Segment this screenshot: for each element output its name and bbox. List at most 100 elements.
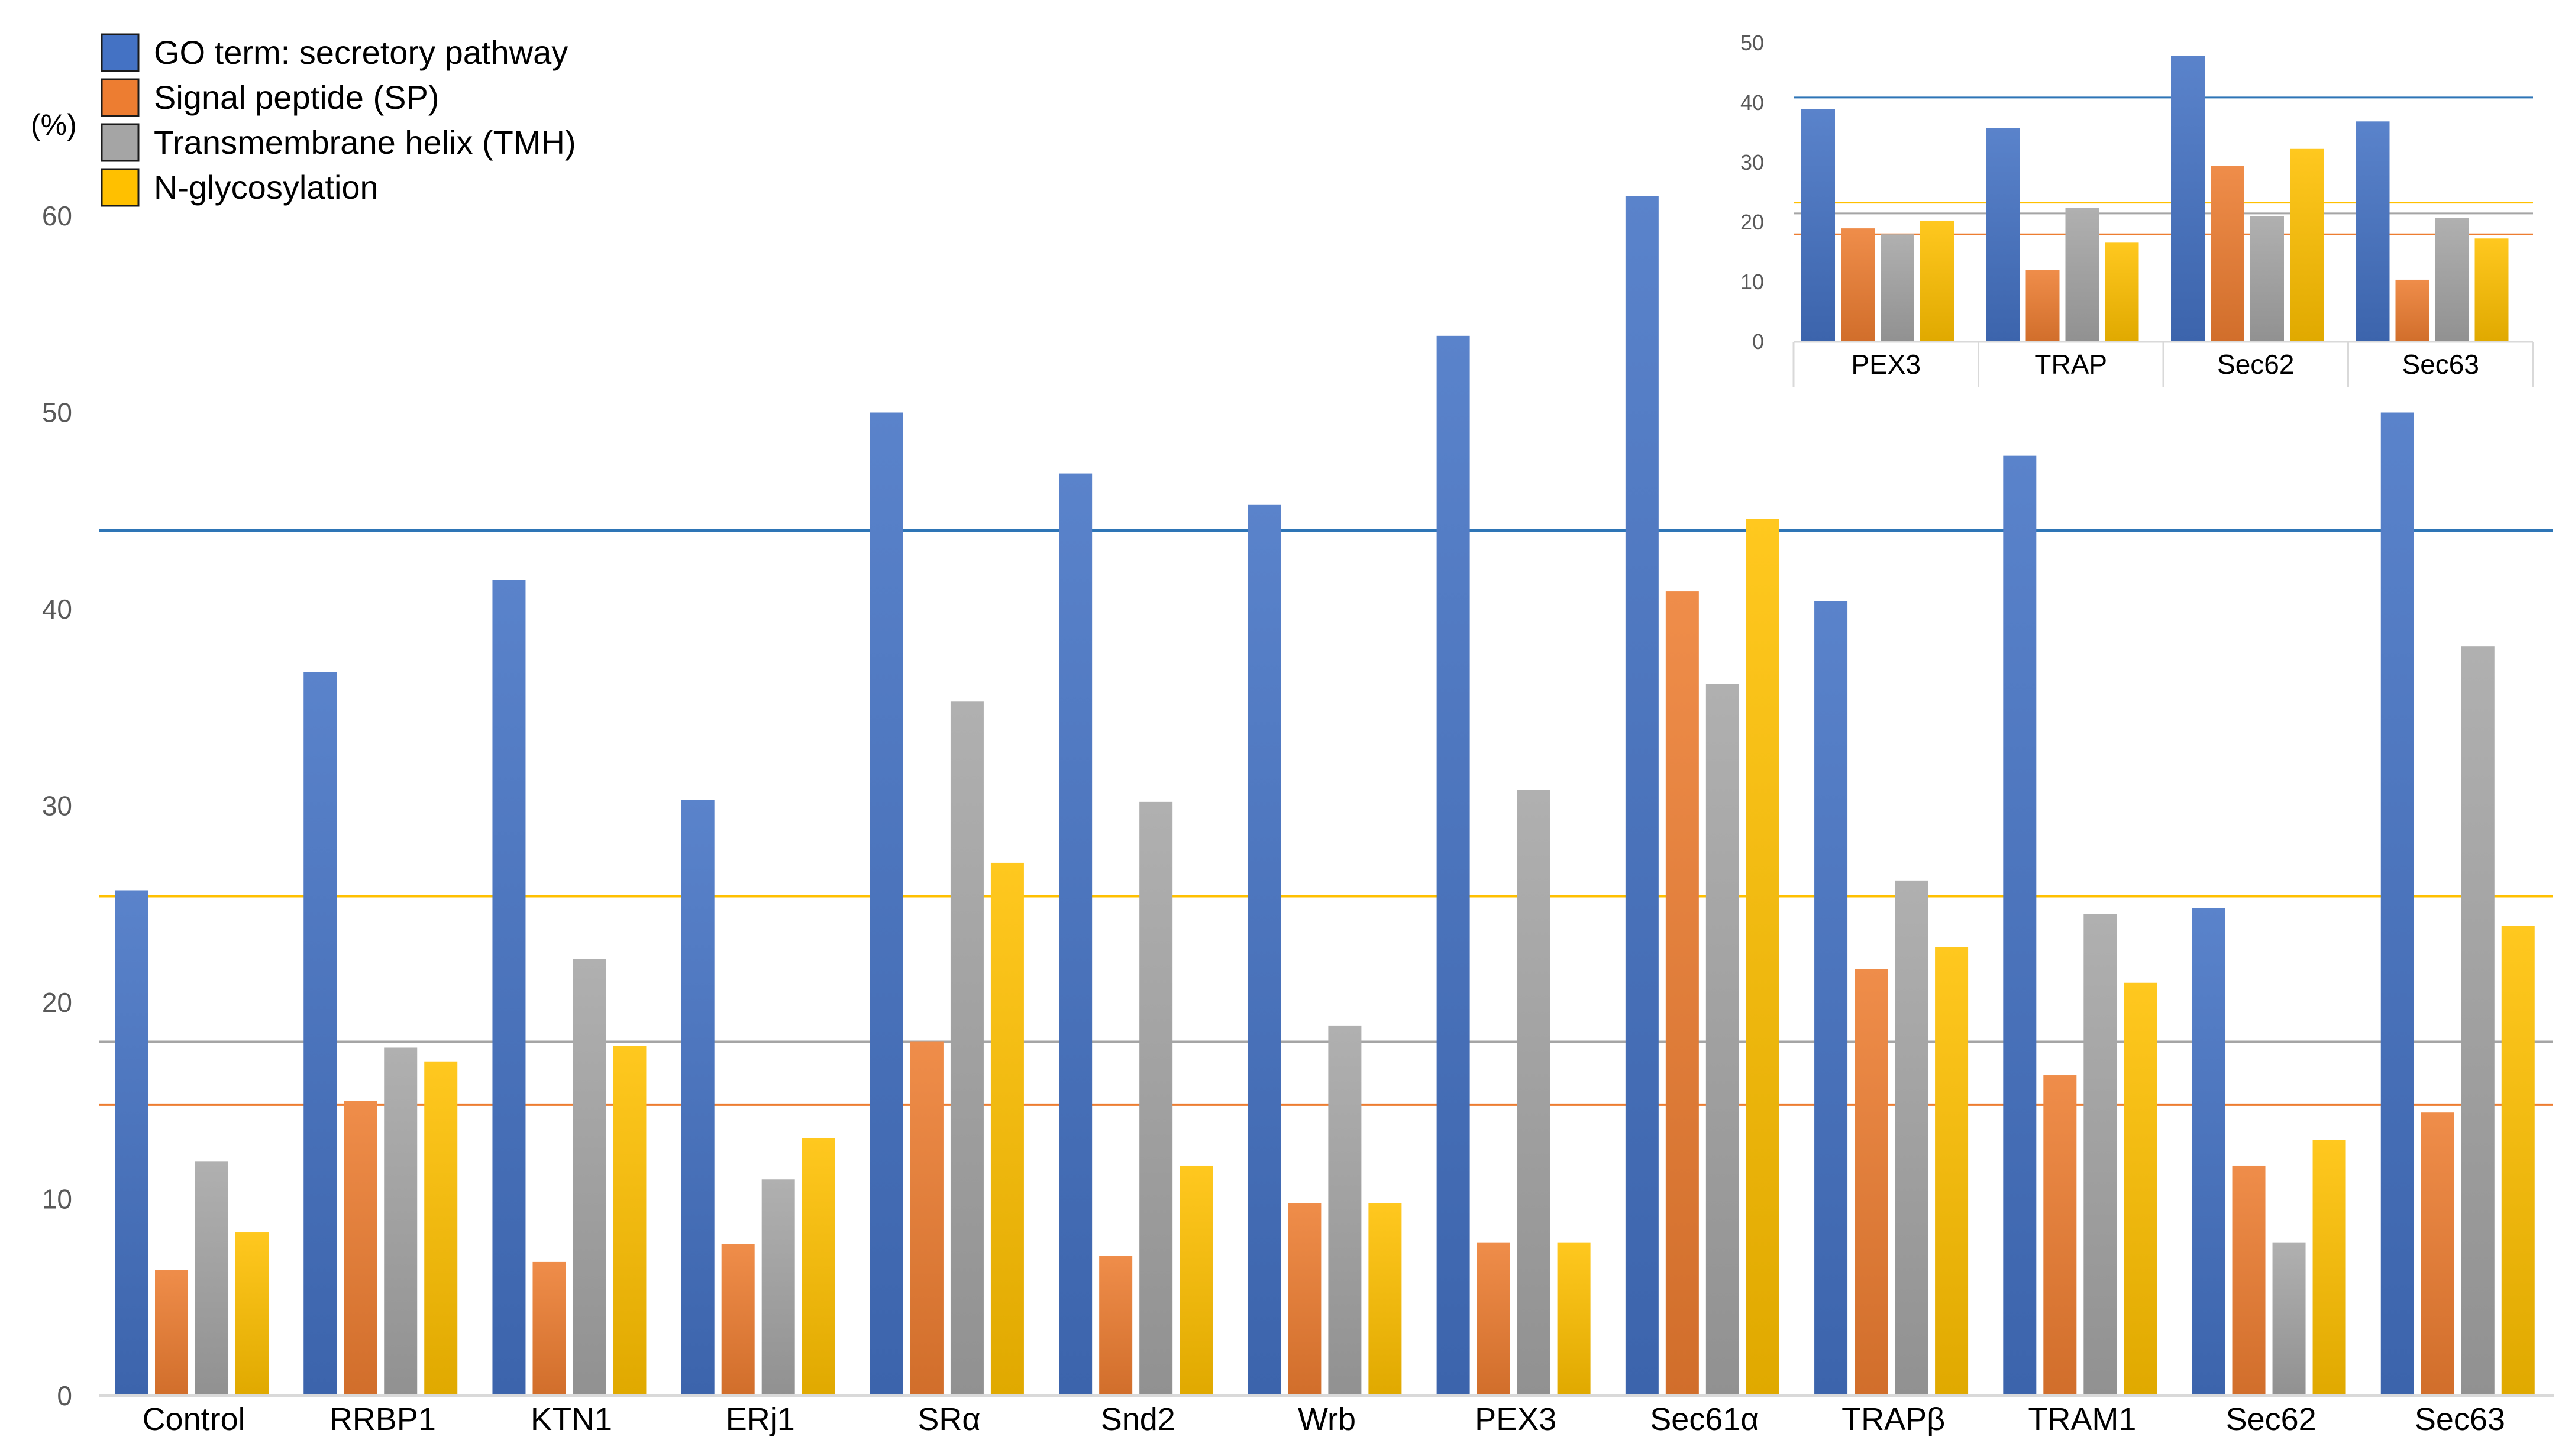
main-category-label: Control xyxy=(143,1402,245,1437)
main-bar-go-term-secretory-pathway-rrbp1 xyxy=(303,672,337,1396)
y-axis-unit-label: (%) xyxy=(31,108,77,141)
main-reference-lines xyxy=(99,529,2553,1106)
main-bar-signal-peptide-sp-ktn1 xyxy=(532,1261,566,1396)
main-y-tick-label: 0 xyxy=(57,1380,72,1411)
inset-y-tick-label: 10 xyxy=(1740,270,1764,294)
main-bar-transmembrane-helix-tmh-sr xyxy=(950,701,984,1396)
main-bar-n-glycosylation-control xyxy=(235,1232,269,1396)
main-y-tick-label: 60 xyxy=(42,200,72,231)
main-bar-n-glycosylation-sec62 xyxy=(2312,1140,2346,1396)
main-bar-signal-peptide-sp-control xyxy=(155,1270,188,1396)
inset-category-label: Sec63 xyxy=(2402,349,2479,380)
main-category-label: SRα xyxy=(917,1402,980,1437)
legend-swatch-n-glycosylation xyxy=(101,168,140,207)
main-bar-go-term-secretory-pathway-pex3 xyxy=(1436,335,1470,1396)
main-y-tick-label: 50 xyxy=(42,397,72,428)
main-bar-go-term-secretory-pathway-control xyxy=(115,890,148,1396)
main-bar-signal-peptide-sp-pex3 xyxy=(1477,1242,1510,1396)
inset-bar-n-glycosylation-pex3 xyxy=(1920,220,1954,342)
inset-bar-n-glycosylation-sec63 xyxy=(2474,238,2509,342)
main-bar-signal-peptide-sp-sec63 xyxy=(2421,1112,2454,1396)
inset-category-label: Sec62 xyxy=(2217,349,2294,380)
main-bar-transmembrane-helix-tmh-sec63 xyxy=(2461,646,2495,1396)
main-bar-n-glycosylation-tram1 xyxy=(2124,982,2157,1396)
legend-label-n-glycosylation: N-glycosylation xyxy=(154,169,379,206)
main-bar-signal-peptide-sp-sr xyxy=(910,1041,944,1396)
main-category-label: Sec62 xyxy=(2226,1402,2317,1437)
main-category-label: TRAM1 xyxy=(2028,1402,2136,1437)
inset-y-tick-label: 50 xyxy=(1740,31,1764,55)
inset-bar-n-glycosylation-trap xyxy=(2105,242,2139,342)
main-category-label: Wrb xyxy=(1298,1402,1356,1437)
legend-label-transmembrane-helix-tmh: Transmembrane helix (TMH) xyxy=(154,124,576,161)
main-bar-go-term-secretory-pathway-trap xyxy=(1814,601,1848,1396)
main-category-label: Sec63 xyxy=(2415,1402,2505,1437)
main-bar-signal-peptide-sp-sec62 xyxy=(2232,1165,2266,1396)
inset-bar-signal-peptide-sp-sec62 xyxy=(2211,166,2244,342)
main-y-tick-label: 20 xyxy=(42,987,72,1018)
main-category-label: RRBP1 xyxy=(329,1402,436,1437)
main-bar-go-term-secretory-pathway-sr xyxy=(870,412,903,1396)
main-bar-signal-peptide-sp-trap xyxy=(1855,969,1888,1396)
main-bar-signal-peptide-sp-tram1 xyxy=(2043,1075,2077,1396)
inset-y-tick-label: 0 xyxy=(1752,329,1764,354)
main-bar-n-glycosylation-sec61 xyxy=(1746,519,1779,1396)
main-y-tick-label: 30 xyxy=(42,791,72,821)
main-bar-go-term-secretory-pathway-sec62 xyxy=(2192,908,2225,1396)
inset-bar-go-term-secretory-pathway-pex3 xyxy=(1801,109,1835,342)
main-bar-signal-peptide-sp-wrb xyxy=(1288,1203,1322,1396)
main-bar-n-glycosylation-erj1 xyxy=(802,1138,835,1396)
main-category-label: PEX3 xyxy=(1475,1402,1556,1437)
main-bar-signal-peptide-sp-sec61 xyxy=(1665,591,1699,1396)
legend-swatch-transmembrane-helix-tmh xyxy=(101,123,140,162)
main-bar-n-glycosylation-sec63 xyxy=(2501,926,2535,1396)
main-category-label: TRAPβ xyxy=(1841,1402,1945,1437)
main-bar-transmembrane-helix-tmh-sec62 xyxy=(2272,1242,2306,1396)
main-bar-transmembrane-helix-tmh-sec61 xyxy=(1705,684,1739,1396)
main-bar-signal-peptide-sp-snd2 xyxy=(1099,1256,1133,1396)
inset-bar-n-glycosylation-sec62 xyxy=(2290,148,2324,342)
main-bars xyxy=(115,196,2535,1396)
main-bar-transmembrane-helix-tmh-control xyxy=(195,1161,228,1396)
inset-y-tick-label: 40 xyxy=(1740,90,1764,115)
main-category-label: KTN1 xyxy=(531,1402,612,1437)
main-bar-transmembrane-helix-tmh-rrbp1 xyxy=(384,1047,418,1396)
main-bar-n-glycosylation-rrbp1 xyxy=(424,1061,458,1396)
main-bar-transmembrane-helix-tmh-pex3 xyxy=(1517,790,1550,1396)
inset-bar-transmembrane-helix-tmh-trap xyxy=(2065,208,2099,342)
inset-bar-signal-peptide-sp-sec63 xyxy=(2395,279,2429,342)
main-bar-go-term-secretory-pathway-sec63 xyxy=(2380,412,2414,1396)
main-bar-go-term-secretory-pathway-ktn1 xyxy=(492,580,526,1396)
main-category-label: ERj1 xyxy=(726,1402,795,1437)
inset-bar-go-term-secretory-pathway-sec63 xyxy=(2356,121,2390,342)
main-bar-n-glycosylation-snd2 xyxy=(1180,1165,1213,1396)
inset-bar-chart: PEX3 TRAP Sec62 Sec63 0 10 20 30 40 50 xyxy=(1740,31,2534,387)
legend-swatch-go-term-secretory-pathway xyxy=(101,33,140,72)
main-axis: Control RRBP1 KTN1 ERj1 SRα Snd2 Wrb PEX3 Sec61α… xyxy=(42,200,2554,1437)
main-bar-n-glycosylation-ktn1 xyxy=(613,1046,647,1396)
main-bar-n-glycosylation-sr xyxy=(990,862,1024,1396)
legend: GO term: secretory pathway Signal peptide… xyxy=(101,33,576,207)
main-bar-transmembrane-helix-tmh-ktn1 xyxy=(573,959,606,1396)
inset-bar-signal-peptide-sp-trap xyxy=(2025,270,2060,342)
main-bar-transmembrane-helix-tmh-tram1 xyxy=(2083,914,2117,1396)
inset-y-tick-label: 20 xyxy=(1740,210,1764,234)
legend-swatch-signal-peptide-sp xyxy=(101,78,140,117)
inset-bar-transmembrane-helix-tmh-pex3 xyxy=(1881,234,1914,342)
inset-category-label: TRAP xyxy=(2034,349,2107,380)
inset-axis: PEX3 TRAP Sec62 Sec63 0 10 20 30 40 50 xyxy=(1740,31,2534,387)
main-bar-transmembrane-helix-tmh-trap xyxy=(1895,880,1928,1396)
main-bar-go-term-secretory-pathway-sec61 xyxy=(1625,196,1659,1396)
main-bar-chart: (%) Control RRBP1 KTN1 ERj1 SRα Snd2 Wrb PEX3 Se… xyxy=(31,108,2554,1437)
main-bar-transmembrane-helix-tmh-wrb xyxy=(1328,1025,1362,1396)
inset-bars xyxy=(1801,56,2509,342)
main-bar-signal-peptide-sp-rrbp1 xyxy=(344,1101,377,1396)
main-bar-signal-peptide-sp-erj1 xyxy=(721,1244,755,1396)
legend-label-go-term-secretory-pathway: GO term: secretory pathway xyxy=(154,34,568,71)
main-y-tick-label: 10 xyxy=(42,1184,72,1215)
inset-bar-signal-peptide-sp-pex3 xyxy=(1841,228,1875,342)
main-bar-n-glycosylation-trap xyxy=(1935,947,1969,1396)
legend-label-signal-peptide-sp: Signal peptide (SP) xyxy=(154,79,440,116)
main-y-tick-label: 40 xyxy=(42,594,72,625)
